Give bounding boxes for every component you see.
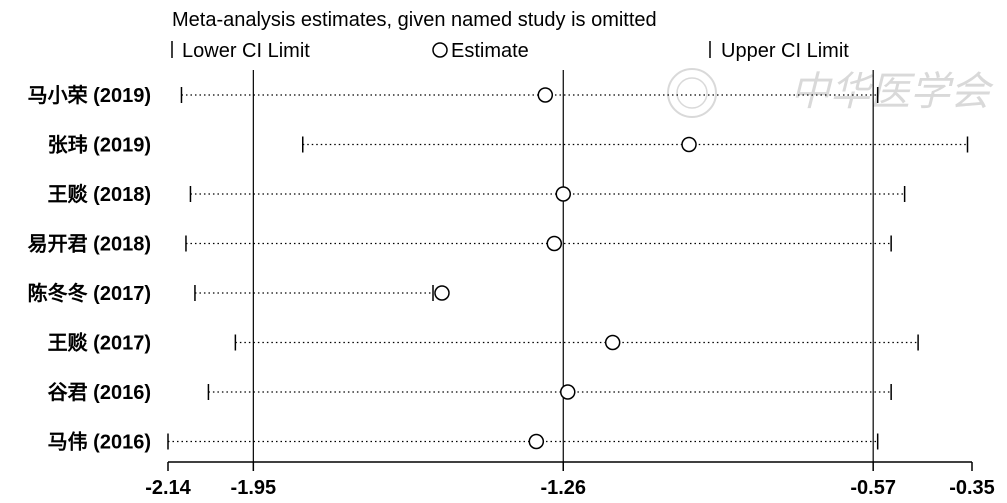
- study-label: 王赕 (2017): [48, 332, 151, 355]
- estimate-marker: [555, 186, 572, 202]
- study-row-3: 易开君 (2018): [28, 233, 892, 256]
- x-tick-label-1: -1.95: [231, 477, 277, 499]
- reference-lines: [252, 70, 874, 462]
- study-label: 易开君 (2018): [28, 233, 151, 256]
- estimate-marker: [528, 433, 545, 450]
- estimate-marker: [681, 136, 697, 153]
- legend-upper-label: Upper CI Limit: [721, 40, 849, 62]
- chart-title: Meta-analysis estimates, given named stu…: [172, 9, 657, 31]
- study-label: 马伟 (2016): [48, 430, 151, 454]
- x-axis: -2.14 -1.95 -1.26 -0.57 -0.35: [145, 461, 995, 499]
- estimate-marker: [434, 285, 450, 301]
- estimate-marker: [560, 384, 576, 400]
- estimate-marker: [604, 334, 621, 351]
- study-label: 谷君 (2016): [48, 381, 151, 404]
- study-row-4: 陈冬冬 (2017): [28, 281, 450, 305]
- study-row-2: 王赕 (2018): [48, 183, 906, 206]
- study-label: 陈冬冬 (2017): [28, 281, 151, 305]
- estimate-marker: [546, 235, 563, 252]
- legend-estimate-marker: [432, 42, 448, 58]
- study-label: 王赕 (2018): [48, 183, 151, 206]
- study-label: 张玮 (2019): [48, 133, 151, 157]
- legend-estimate-label: Estimate: [451, 40, 529, 62]
- x-tick-label-4: -0.35: [949, 477, 995, 499]
- x-tick-label-2: -1.26: [540, 477, 586, 499]
- legend-lower-label: Lower CI Limit: [182, 40, 310, 62]
- watermark-text: 中华医学会: [790, 69, 994, 115]
- study-label: 马小荣 (2019): [28, 84, 151, 107]
- estimate-marker: [537, 87, 554, 103]
- study-row-0: 马小荣 (2019): [28, 84, 879, 107]
- study-row-1: 张玮 (2019): [48, 133, 969, 157]
- study-row-7: 马伟 (2016): [48, 430, 879, 454]
- study-row-5: 王赕 (2017): [48, 332, 919, 355]
- study-rows: 马小荣 (2019) 张玮 (2019) 王赕 (2018) 易开君 (2018) 陈冬…: [28, 84, 969, 454]
- legend: Lower CI Limit Estimate Upper CI Limit: [171, 40, 849, 62]
- x-tick-label-0: -2.14: [145, 477, 191, 499]
- study-row-6: 谷君 (2016): [48, 381, 892, 404]
- x-tick-label-3: -0.57: [850, 477, 896, 499]
- watermark-seal: [667, 68, 717, 118]
